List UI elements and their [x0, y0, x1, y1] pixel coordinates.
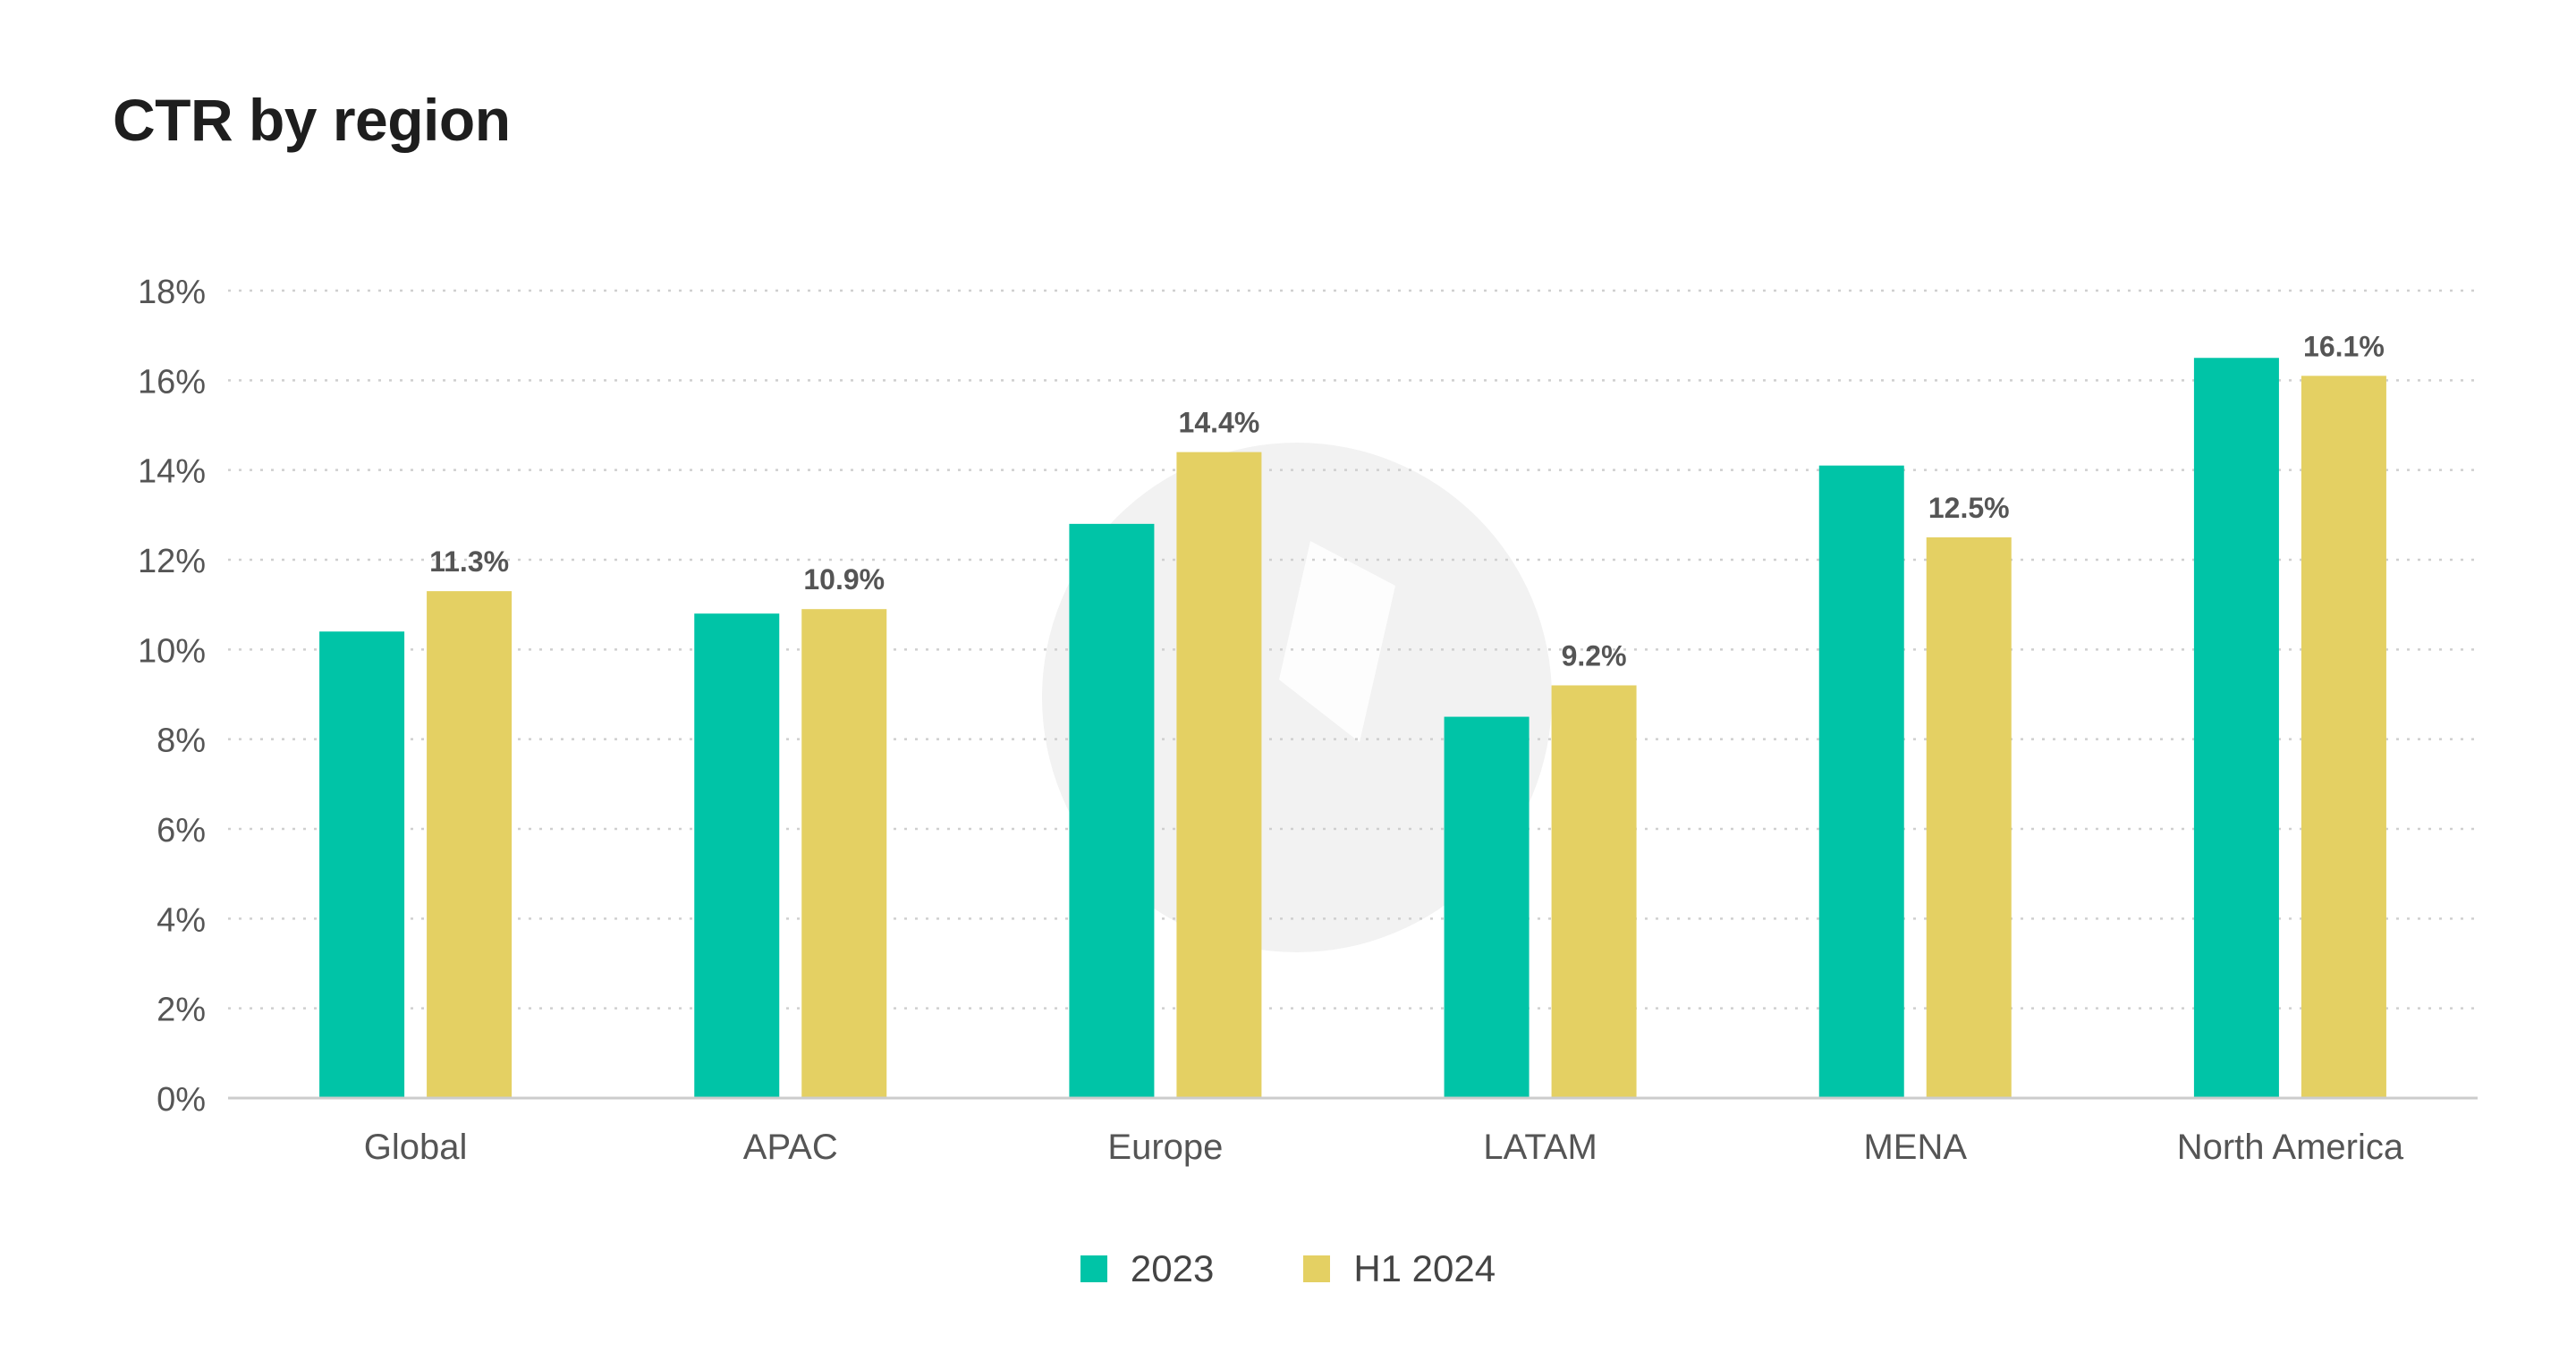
chart-title: CTR by region: [113, 87, 511, 153]
x-tick-label: Europe: [1107, 1128, 1223, 1167]
bar-h1-2024: [1926, 537, 2012, 1098]
data-label: 12.5%: [1928, 492, 2010, 524]
bar-2023: [1818, 465, 1904, 1098]
y-tick-label: 6%: [157, 812, 206, 849]
legend-label-h1-2024: H1 2024: [1353, 1247, 1496, 1289]
x-tick-label: North America: [2177, 1128, 2404, 1167]
bar-2023: [319, 631, 405, 1098]
bar-2023: [694, 613, 780, 1098]
legend-swatch-2023: [1080, 1255, 1107, 1282]
x-tick-label: LATAM: [1483, 1128, 1597, 1167]
legend-item-h1-2024: H1 2024: [1303, 1247, 1496, 1290]
bar-h1-2024: [427, 591, 513, 1098]
data-label: 16.1%: [2303, 330, 2385, 362]
logo-watermark-mark: [1279, 541, 1395, 742]
legend-item-2023: 2023: [1080, 1247, 1214, 1290]
data-label: 10.9%: [803, 563, 885, 596]
x-axis-ticks: Global APAC Europe LATAM MENA North America: [364, 1128, 2404, 1167]
legend: 2023 H1 2024: [0, 1247, 2576, 1290]
bar-h1-2024: [2301, 376, 2386, 1099]
legend-label-2023: 2023: [1130, 1247, 1215, 1289]
watermark-logo: [1042, 443, 1552, 952]
y-tick-label: 14%: [138, 453, 206, 491]
y-tick-label: 18%: [138, 274, 206, 311]
bar-h1-2024: [801, 609, 887, 1098]
bar-2023: [1444, 716, 1530, 1098]
data-label: 11.3%: [429, 545, 509, 578]
bar-h1-2024: [1551, 685, 1637, 1098]
data-label: 9.2%: [1562, 639, 1627, 672]
y-tick-label: 0%: [157, 1081, 206, 1119]
bars: [319, 358, 2386, 1099]
y-tick-label: 4%: [157, 901, 206, 939]
y-tick-label: 12%: [138, 543, 206, 580]
x-tick-label: Global: [364, 1128, 468, 1167]
bar-2023: [1069, 523, 1155, 1098]
y-tick-label: 16%: [138, 363, 206, 401]
data-labels: 11.3% 10.9% 14.4% 9.2% 12.5% 16.1%: [429, 330, 2385, 672]
bar-2023: [2193, 358, 2279, 1098]
y-tick-label: 8%: [157, 722, 206, 760]
x-tick-label: APAC: [743, 1128, 838, 1167]
x-tick-label: MENA: [1863, 1128, 1967, 1167]
y-tick-label: 10%: [138, 632, 206, 670]
y-tick-label: 2%: [157, 992, 206, 1029]
bar-h1-2024: [1176, 452, 1262, 1099]
legend-swatch-h1-2024: [1303, 1255, 1331, 1282]
y-axis-ticks: 0% 2% 4% 6% 8% 10% 12% 14% 16% 18%: [138, 274, 206, 1119]
logo-watermark-icon: [1042, 443, 1552, 952]
data-label: 14.4%: [1179, 407, 1260, 439]
